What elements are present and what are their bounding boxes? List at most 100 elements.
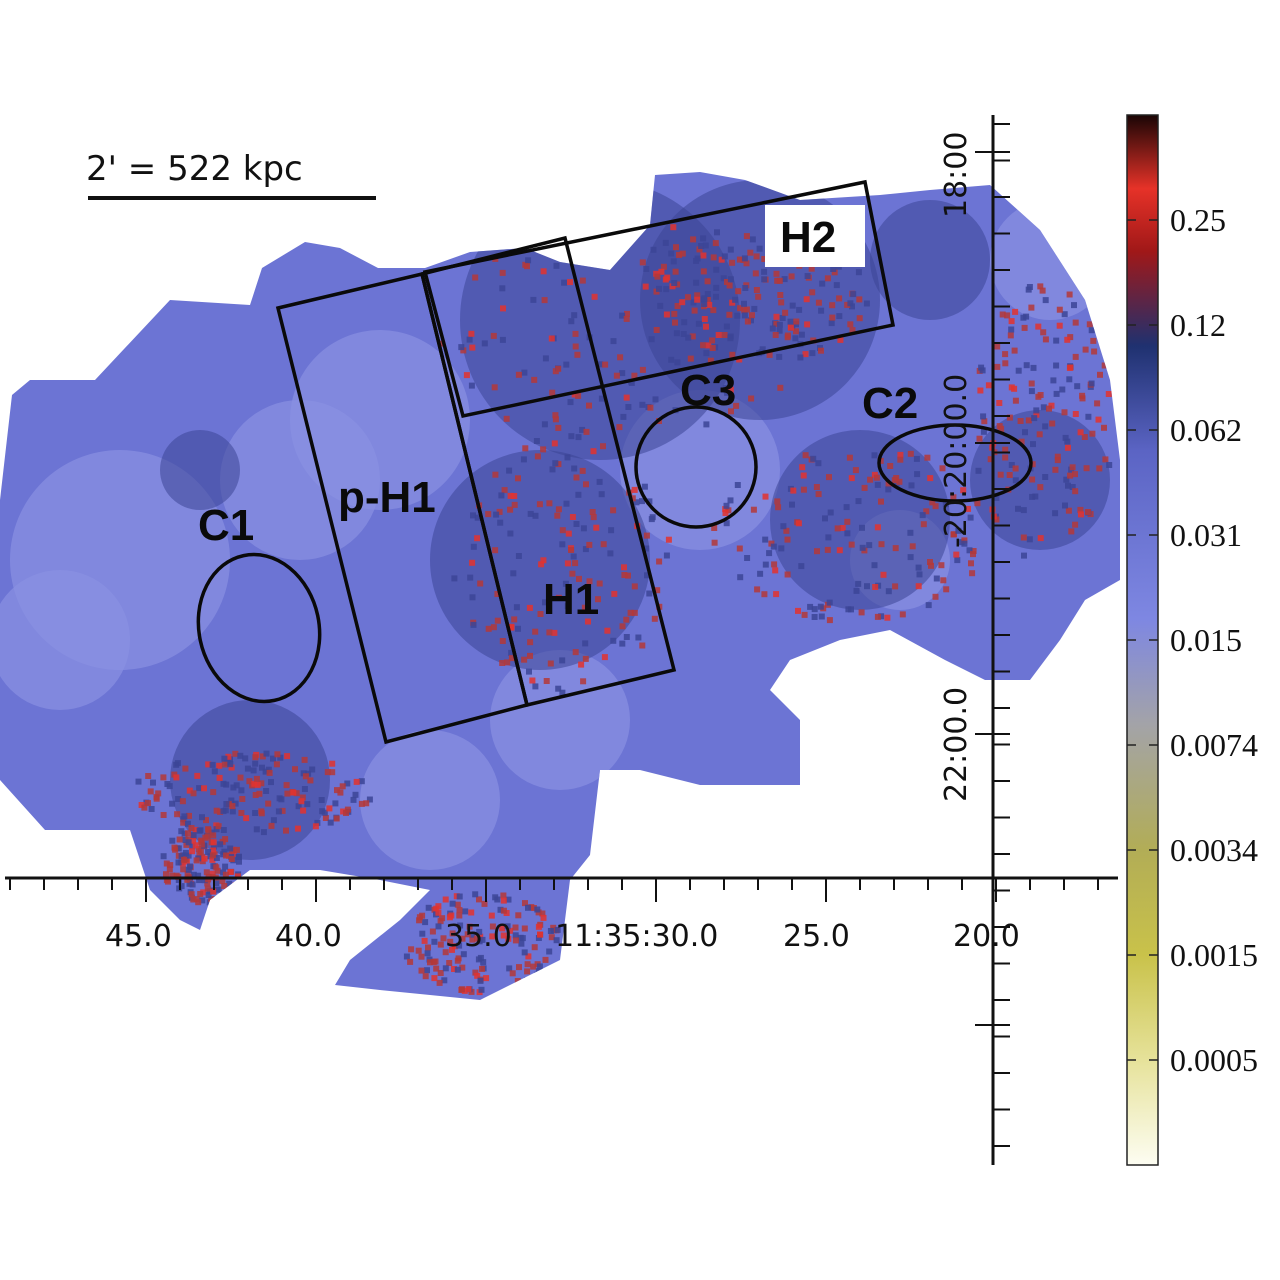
map-pixel bbox=[623, 634, 630, 640]
map-pixel bbox=[185, 839, 192, 846]
map-pixel bbox=[698, 243, 705, 249]
colorbar-tick-label: 0.015 bbox=[1170, 622, 1242, 658]
map-pixel bbox=[970, 548, 977, 554]
map-pixel bbox=[1095, 416, 1102, 423]
map-pixel bbox=[836, 547, 843, 554]
map-pixel bbox=[244, 765, 251, 772]
map-pixel bbox=[663, 311, 670, 318]
map-pixel bbox=[517, 934, 524, 941]
map-pixel bbox=[1046, 405, 1052, 412]
map-pixel bbox=[220, 780, 227, 787]
map-pixel bbox=[197, 827, 204, 834]
map-pixel bbox=[679, 250, 686, 257]
map-pixel bbox=[470, 621, 477, 628]
map-pixel bbox=[772, 332, 779, 338]
map-pixel bbox=[165, 878, 171, 885]
map-pixel bbox=[590, 448, 597, 455]
map-pixel bbox=[251, 780, 258, 787]
map-pixel bbox=[1004, 312, 1011, 319]
map-pixel bbox=[642, 283, 649, 290]
map-pixel bbox=[253, 775, 260, 782]
map-pixel bbox=[647, 404, 654, 411]
map-pixel bbox=[220, 808, 227, 815]
map-pixel bbox=[182, 765, 189, 772]
map-pixel bbox=[1021, 324, 1028, 331]
map-pixel bbox=[524, 968, 531, 975]
map-pixel bbox=[799, 464, 806, 471]
map-pixel bbox=[301, 786, 308, 792]
map-pixel bbox=[201, 877, 208, 884]
map-pixel bbox=[403, 953, 410, 960]
map-pixel bbox=[761, 256, 768, 262]
map-pixel bbox=[762, 561, 769, 568]
map-pixel bbox=[729, 351, 736, 358]
map-pixel bbox=[185, 866, 192, 873]
map-pixel bbox=[564, 603, 571, 610]
map-pixel bbox=[1097, 371, 1103, 378]
map-pixel bbox=[265, 800, 272, 807]
map-pixel bbox=[897, 456, 904, 463]
map-pixel bbox=[673, 244, 679, 251]
map-pixel bbox=[524, 263, 530, 270]
map-pixel bbox=[474, 535, 481, 542]
map-pixel bbox=[529, 677, 536, 684]
region-c3-ellipse bbox=[634, 405, 758, 529]
map-pixel bbox=[855, 269, 862, 276]
map-pixel bbox=[729, 259, 736, 266]
map-pixel bbox=[229, 808, 236, 815]
map-pixel bbox=[619, 623, 626, 630]
map-pixel bbox=[859, 524, 865, 531]
map-pixel bbox=[627, 609, 634, 616]
map-pixel bbox=[610, 338, 617, 345]
map-pixel bbox=[479, 965, 485, 972]
map-pixel bbox=[507, 530, 514, 537]
map-pixel bbox=[736, 256, 743, 263]
map-pixel bbox=[613, 372, 620, 379]
map-pixel bbox=[789, 501, 795, 508]
map-pixel bbox=[1105, 391, 1112, 397]
map-pixel bbox=[175, 877, 182, 883]
map-pixel bbox=[506, 965, 513, 972]
map-pixel bbox=[741, 255, 748, 262]
map-pixel bbox=[710, 254, 717, 261]
map-pixel bbox=[776, 353, 783, 360]
map-pixel bbox=[728, 408, 734, 415]
map-pixel bbox=[923, 508, 930, 515]
map-pixel bbox=[1026, 284, 1033, 290]
map-pixel bbox=[810, 455, 817, 462]
map-pixel bbox=[265, 766, 272, 773]
map-pixel bbox=[195, 872, 202, 879]
map-pixel bbox=[435, 923, 442, 930]
map-pixel bbox=[408, 946, 415, 953]
map-pixel bbox=[467, 574, 474, 581]
map-pixel bbox=[542, 355, 549, 362]
map-pixel bbox=[762, 536, 769, 543]
map-pixel bbox=[488, 912, 495, 919]
map-pixel bbox=[1096, 465, 1103, 472]
map-pixel bbox=[1012, 465, 1019, 472]
map-pixel bbox=[744, 555, 751, 561]
map-pixel bbox=[1022, 429, 1028, 436]
map-pixel bbox=[790, 487, 797, 494]
map-pixel bbox=[270, 755, 276, 762]
map-pixel bbox=[672, 319, 678, 326]
map-pixel bbox=[262, 768, 269, 775]
map-pixel bbox=[209, 761, 216, 768]
colorbar-tick-label: 0.0034 bbox=[1170, 832, 1258, 868]
map-pixel bbox=[499, 336, 506, 343]
colorbar-tick-label: 0.0005 bbox=[1170, 1042, 1258, 1078]
map-pixel bbox=[210, 888, 217, 895]
map-pixel bbox=[885, 588, 892, 595]
map-pixel bbox=[996, 400, 1003, 406]
map-pixel bbox=[228, 764, 235, 771]
map-pixel bbox=[776, 321, 783, 328]
map-pixel bbox=[504, 659, 511, 666]
map-pixel bbox=[252, 754, 259, 761]
map-pixel bbox=[1066, 364, 1073, 371]
map-pixel bbox=[743, 260, 750, 267]
map-pixel bbox=[897, 451, 904, 458]
colorbar-tick-label: 0.0015 bbox=[1170, 937, 1258, 973]
map-pixel bbox=[748, 317, 754, 324]
map-pixel bbox=[834, 525, 841, 532]
map-pixel bbox=[721, 332, 728, 338]
